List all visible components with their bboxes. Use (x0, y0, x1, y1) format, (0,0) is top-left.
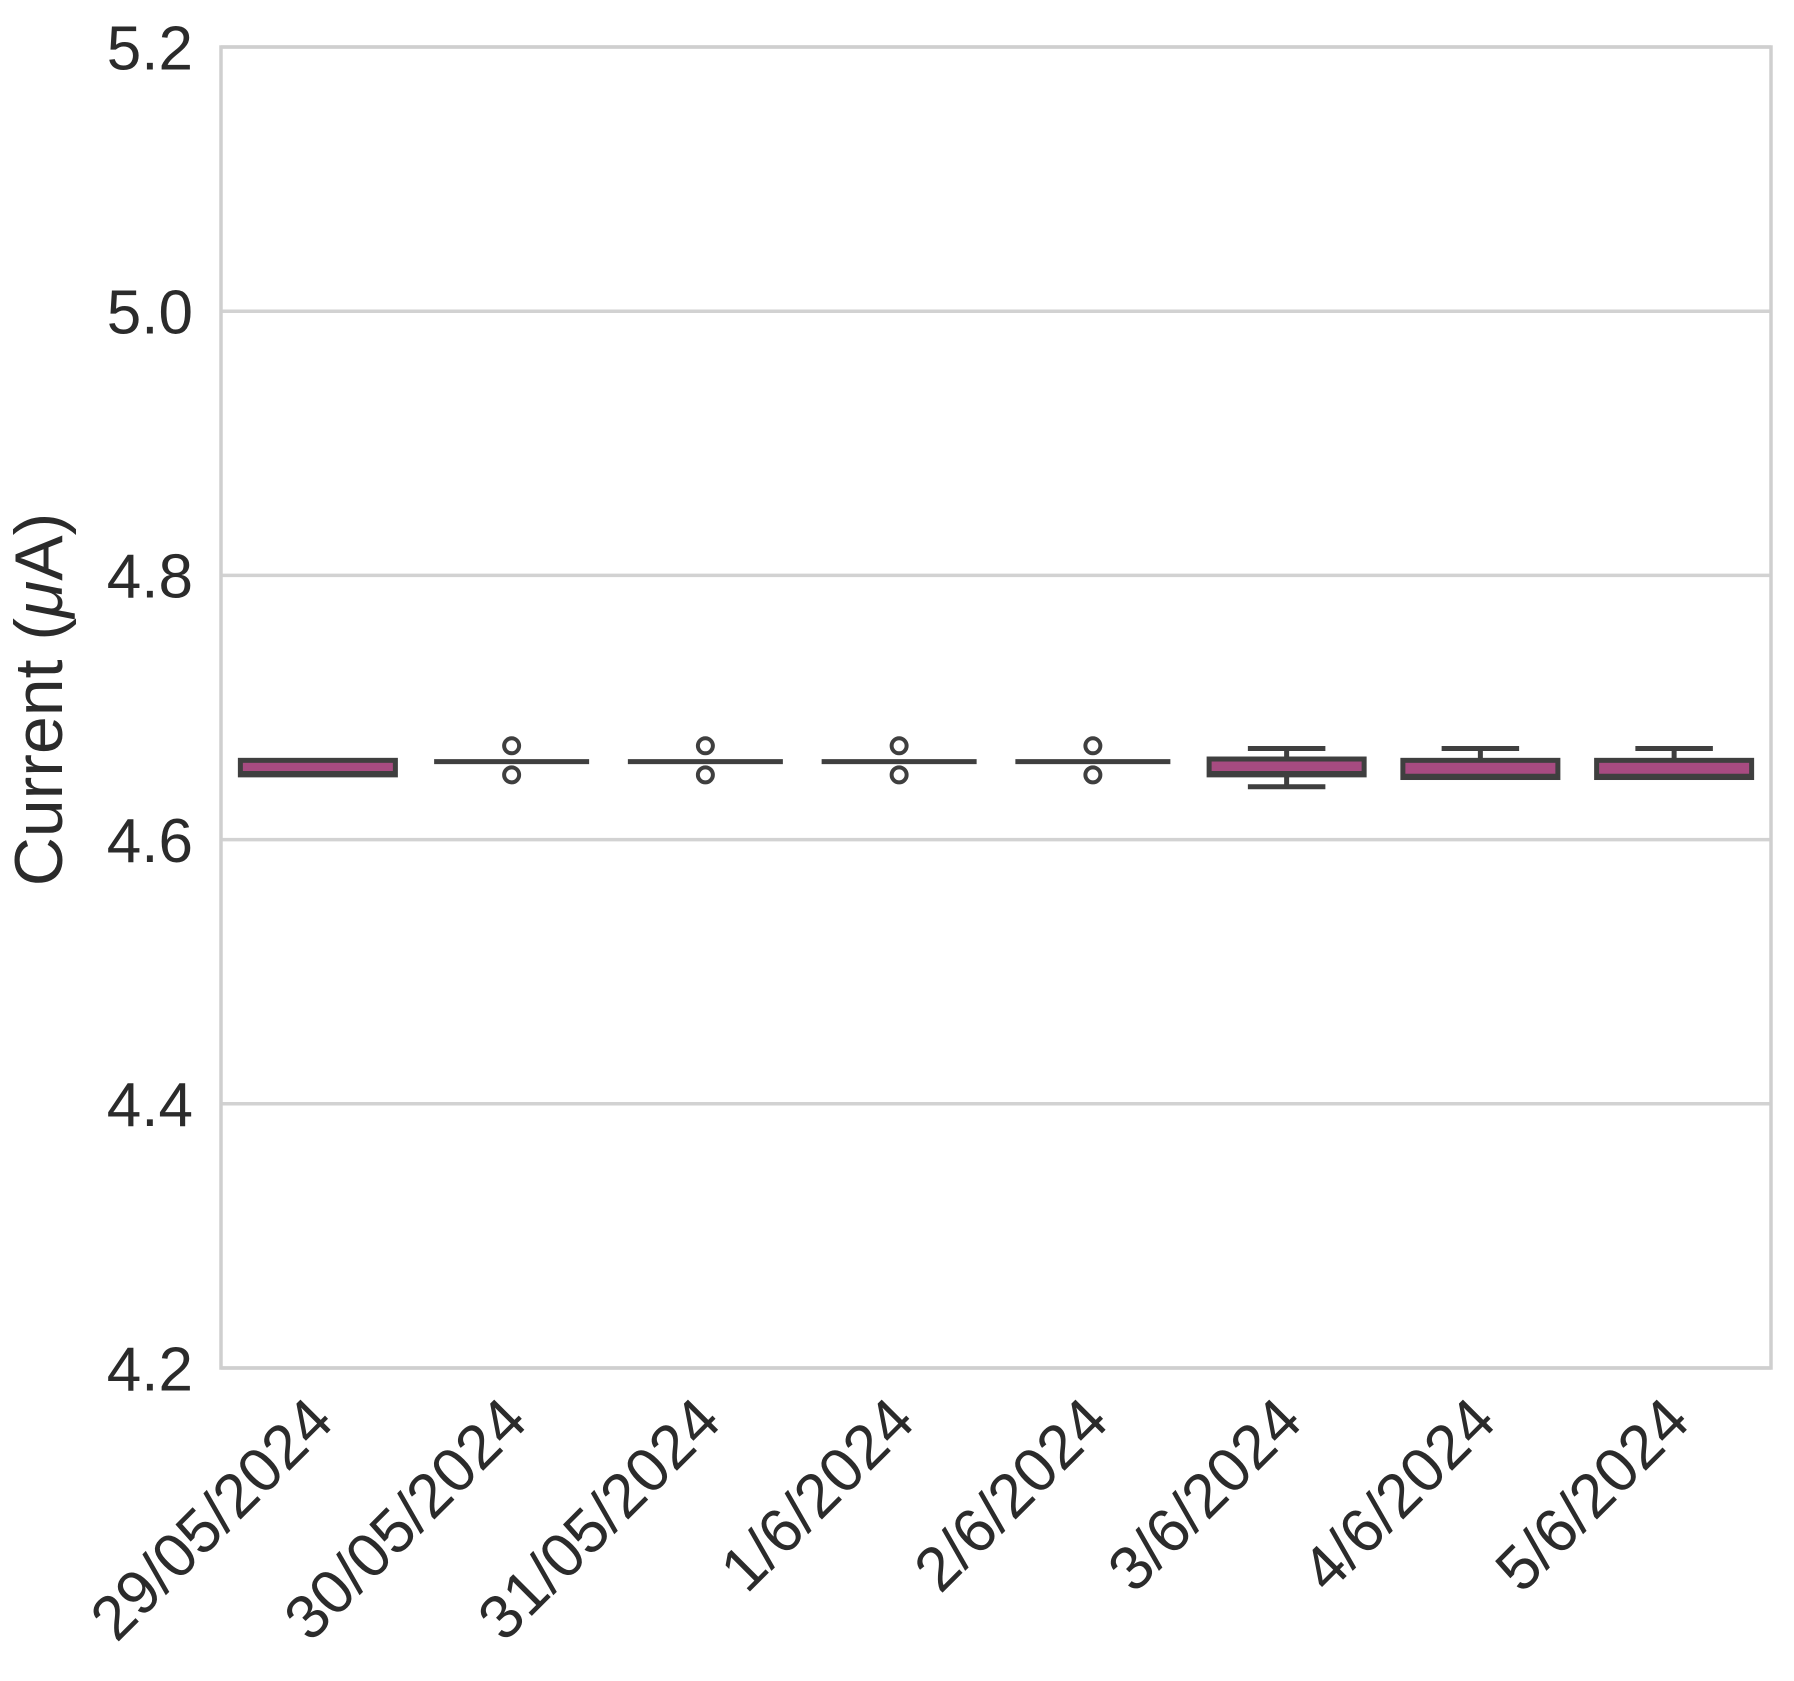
outlier-point (889, 765, 909, 785)
y-tick-label: 4.2 (107, 1335, 193, 1404)
outlier-point (1083, 765, 1103, 785)
y-axis-label: Current (μA) (1, 513, 77, 887)
y-tick-label: 5.2 (107, 14, 193, 83)
y-tick-label: 5.0 (107, 279, 193, 348)
plot-border (219, 45, 1773, 1370)
y-tick-label: 4.8 (107, 543, 193, 612)
outlier-point (502, 736, 522, 756)
y-tick-label: 4.6 (107, 807, 193, 876)
outlier-point (889, 736, 909, 756)
outlier-point (695, 736, 715, 756)
outlier-point (502, 765, 522, 785)
outlier-point (1083, 736, 1103, 756)
y-tick-label: 4.4 (107, 1071, 193, 1140)
outlier-point (695, 765, 715, 785)
